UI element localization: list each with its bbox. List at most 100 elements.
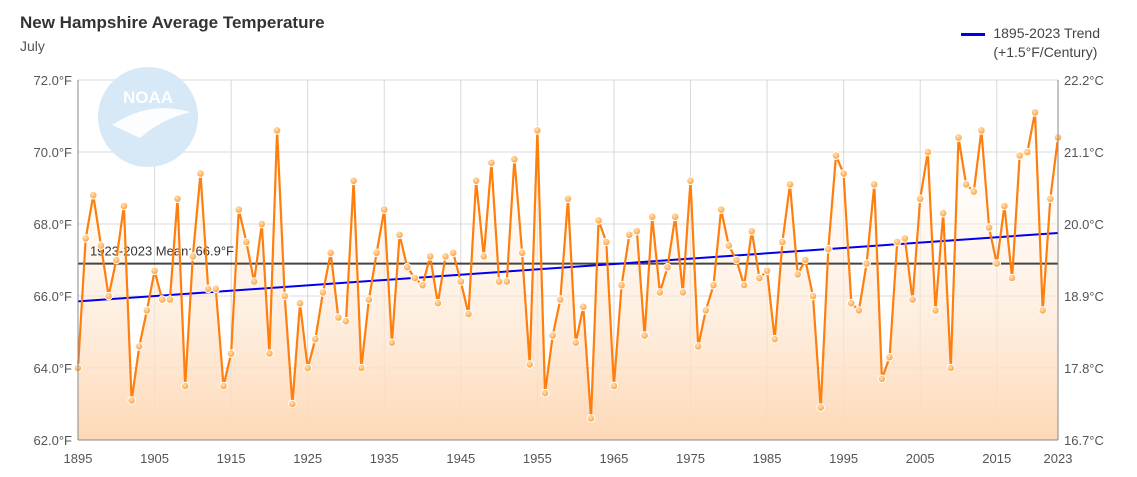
- data-point-1981[interactable]: [732, 255, 741, 265]
- data-point-1954[interactable]: [525, 360, 535, 369]
- data-point-2015[interactable]: [992, 259, 1002, 268]
- data-point-2001[interactable]: [885, 352, 894, 362]
- data-point-2008[interactable]: [938, 208, 948, 218]
- data-point-1949[interactable]: [487, 158, 496, 168]
- data-point-1946[interactable]: [464, 309, 473, 319]
- data-point-1902[interactable]: [127, 396, 136, 405]
- data-point-1984[interactable]: [755, 273, 764, 283]
- data-point-1901[interactable]: [119, 201, 129, 211]
- data-point-2021[interactable]: [1038, 306, 1047, 315]
- data-point-2000[interactable]: [877, 374, 887, 384]
- data-point-1974[interactable]: [678, 288, 688, 297]
- data-point-1922[interactable]: [280, 291, 290, 301]
- data-point-1937[interactable]: [395, 230, 404, 240]
- data-point-1965[interactable]: [609, 381, 619, 391]
- data-point-1929[interactable]: [334, 313, 343, 322]
- data-point-1969[interactable]: [640, 331, 649, 340]
- data-point-1918[interactable]: [249, 277, 259, 286]
- data-point-1970[interactable]: [647, 212, 657, 222]
- data-point-2013[interactable]: [977, 126, 986, 135]
- data-point-1944[interactable]: [448, 248, 458, 258]
- data-point-1989[interactable]: [793, 270, 802, 279]
- data-point-1896[interactable]: [81, 234, 90, 243]
- data-point-1941[interactable]: [425, 252, 435, 261]
- data-point-1935[interactable]: [379, 205, 389, 214]
- data-point-1999[interactable]: [869, 180, 879, 189]
- data-point-1990[interactable]: [801, 255, 810, 265]
- data-point-1931[interactable]: [349, 176, 358, 186]
- data-point-1986[interactable]: [770, 334, 780, 344]
- data-point-1907[interactable]: [165, 295, 175, 304]
- data-point-1973[interactable]: [670, 212, 680, 222]
- data-point-1947[interactable]: [471, 176, 481, 186]
- data-point-1897[interactable]: [89, 190, 98, 200]
- data-point-1975[interactable]: [686, 176, 695, 186]
- legend-trend[interactable]: 1895-2023 Trend (+1.5°F/Century): [961, 24, 1100, 62]
- data-point-1933[interactable]: [364, 295, 374, 304]
- data-point-1972[interactable]: [663, 262, 672, 272]
- data-point-1955[interactable]: [533, 126, 542, 135]
- data-point-1908[interactable]: [173, 194, 182, 204]
- data-point-2007[interactable]: [931, 306, 940, 315]
- data-point-2018[interactable]: [1015, 151, 1025, 160]
- data-point-1921[interactable]: [272, 126, 282, 135]
- data-point-1912[interactable]: [203, 284, 213, 294]
- data-point-1930[interactable]: [341, 316, 351, 326]
- data-point-1985[interactable]: [762, 266, 772, 276]
- data-point-2019[interactable]: [1023, 147, 1032, 157]
- data-point-2003[interactable]: [900, 234, 910, 243]
- data-point-1915[interactable]: [226, 349, 236, 358]
- data-point-1963[interactable]: [594, 216, 603, 225]
- data-point-1945[interactable]: [456, 277, 466, 286]
- data-point-2006[interactable]: [923, 147, 933, 157]
- data-point-1948[interactable]: [479, 252, 489, 261]
- data-point-1938[interactable]: [402, 262, 412, 272]
- data-point-1934[interactable]: [372, 248, 381, 258]
- data-point-1983[interactable]: [747, 226, 757, 236]
- data-point-2020[interactable]: [1030, 108, 1040, 117]
- data-point-1920[interactable]: [265, 349, 274, 358]
- data-point-1952[interactable]: [510, 154, 519, 164]
- data-point-1911[interactable]: [196, 169, 205, 178]
- data-point-1936[interactable]: [387, 338, 397, 348]
- data-point-1978[interactable]: [709, 280, 718, 290]
- data-point-1956[interactable]: [540, 388, 550, 398]
- data-point-1958[interactable]: [556, 295, 565, 304]
- data-point-2009[interactable]: [946, 363, 956, 373]
- data-point-2011[interactable]: [961, 180, 971, 189]
- data-point-1916[interactable]: [234, 205, 244, 214]
- data-point-1951[interactable]: [502, 277, 512, 286]
- data-point-1923[interactable]: [288, 399, 297, 409]
- data-point-1997[interactable]: [854, 306, 864, 315]
- data-point-1993[interactable]: [824, 244, 833, 254]
- data-point-1960[interactable]: [571, 338, 580, 348]
- data-point-1950[interactable]: [494, 277, 504, 286]
- data-point-1957[interactable]: [548, 331, 557, 340]
- data-point-1906[interactable]: [157, 295, 167, 304]
- data-point-2012[interactable]: [969, 187, 979, 196]
- data-point-1942[interactable]: [433, 298, 443, 308]
- data-point-1903[interactable]: [134, 342, 144, 351]
- data-point-1962[interactable]: [586, 414, 596, 423]
- data-point-1910[interactable]: [188, 252, 198, 261]
- data-point-1924[interactable]: [295, 298, 305, 308]
- data-point-2004[interactable]: [908, 295, 917, 304]
- data-point-2017[interactable]: [1007, 273, 1017, 283]
- data-point-1998[interactable]: [862, 259, 871, 268]
- data-point-1917[interactable]: [242, 237, 251, 247]
- data-point-1925[interactable]: [303, 363, 312, 373]
- data-point-1976[interactable]: [693, 342, 703, 351]
- data-point-2014[interactable]: [984, 223, 994, 232]
- data-point-1961[interactable]: [579, 302, 588, 312]
- data-point-1995[interactable]: [839, 169, 848, 178]
- data-point-1980[interactable]: [724, 241, 734, 250]
- data-point-1991[interactable]: [808, 291, 818, 301]
- data-point-1909[interactable]: [180, 381, 190, 391]
- data-point-2002[interactable]: [892, 237, 902, 247]
- data-point-1919[interactable]: [257, 219, 267, 229]
- data-point-1900[interactable]: [111, 255, 121, 265]
- data-point-1996[interactable]: [846, 298, 856, 308]
- data-point-1926[interactable]: [311, 334, 320, 344]
- data-point-1953[interactable]: [517, 248, 527, 258]
- data-point-1899[interactable]: [104, 291, 113, 301]
